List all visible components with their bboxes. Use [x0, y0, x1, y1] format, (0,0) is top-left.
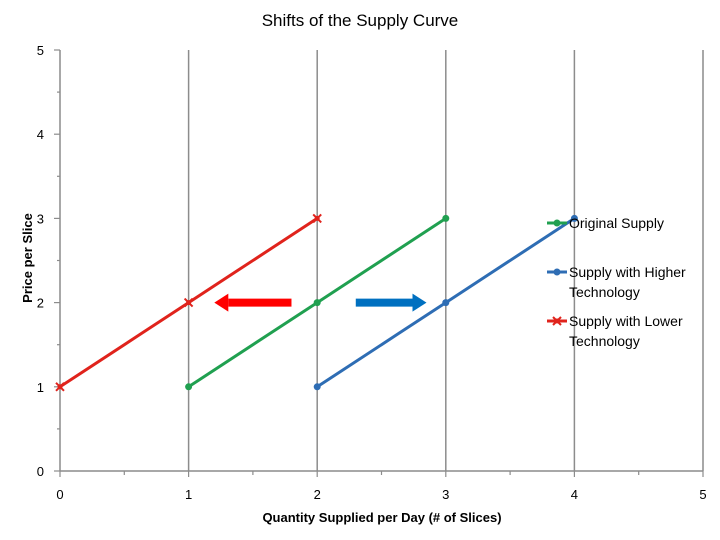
data-point-lower-technology: [312, 213, 322, 224]
y-tick-label: 1: [37, 380, 44, 395]
y-tick-label: 3: [37, 211, 44, 226]
data-point-higher-technology: [313, 383, 321, 391]
y-axis-label: Price per Slice: [20, 213, 35, 303]
x-axis-label: Quantity Supplied per Day (# of Slices): [262, 510, 501, 525]
legend-label: Supply with Lower Technology: [569, 313, 683, 349]
y-tick-label: 0: [37, 464, 44, 479]
legend-marker: [553, 268, 561, 276]
data-point-higher-technology: [442, 299, 450, 307]
legend: Original Supply Supply with Higher Technol…: [547, 215, 686, 349]
y-tick-label: 2: [37, 296, 44, 311]
x-tick-label: 0: [56, 487, 63, 502]
x-tick-label: 5: [699, 487, 706, 502]
y-tick-label: 4: [37, 127, 44, 142]
shift-arrows: [214, 293, 427, 312]
axes: 0 1 2 3 4 5 0 1 2 3 4 5: [37, 43, 707, 502]
x-tick-label: 1: [185, 487, 192, 502]
data-point-lower-technology: [55, 382, 65, 392]
y-tick-label: 5: [37, 43, 44, 58]
chart-title: Shifts of the Supply Curve: [262, 11, 459, 30]
legend-label: Supply with Higher Technology: [569, 264, 686, 300]
legend-entry-higher-technology: Supply with Higher Technology: [547, 264, 686, 300]
legend-entry-lower-technology: Supply with Lower Technology: [547, 313, 683, 349]
x-tick-label: 3: [442, 487, 449, 502]
shift-arrow-right-head: [412, 293, 427, 312]
data-point-lower-technology: [183, 297, 194, 308]
legend-marker: [552, 316, 562, 326]
data-point-original-supply: [185, 383, 193, 391]
series: [55, 213, 578, 392]
shift-arrow-left-head: [214, 293, 229, 312]
x-tick-label: 2: [314, 487, 321, 502]
legend-entry-original-supply: Original Supply: [547, 215, 664, 231]
data-point-higher-technology: [570, 214, 578, 222]
grid: [187, 50, 704, 471]
legend-label: Original Supply: [569, 215, 664, 231]
data-point-original-supply: [313, 299, 321, 307]
x-tick-label: 4: [571, 487, 578, 502]
legend-marker: [553, 219, 561, 227]
data-point-original-supply: [442, 214, 450, 222]
